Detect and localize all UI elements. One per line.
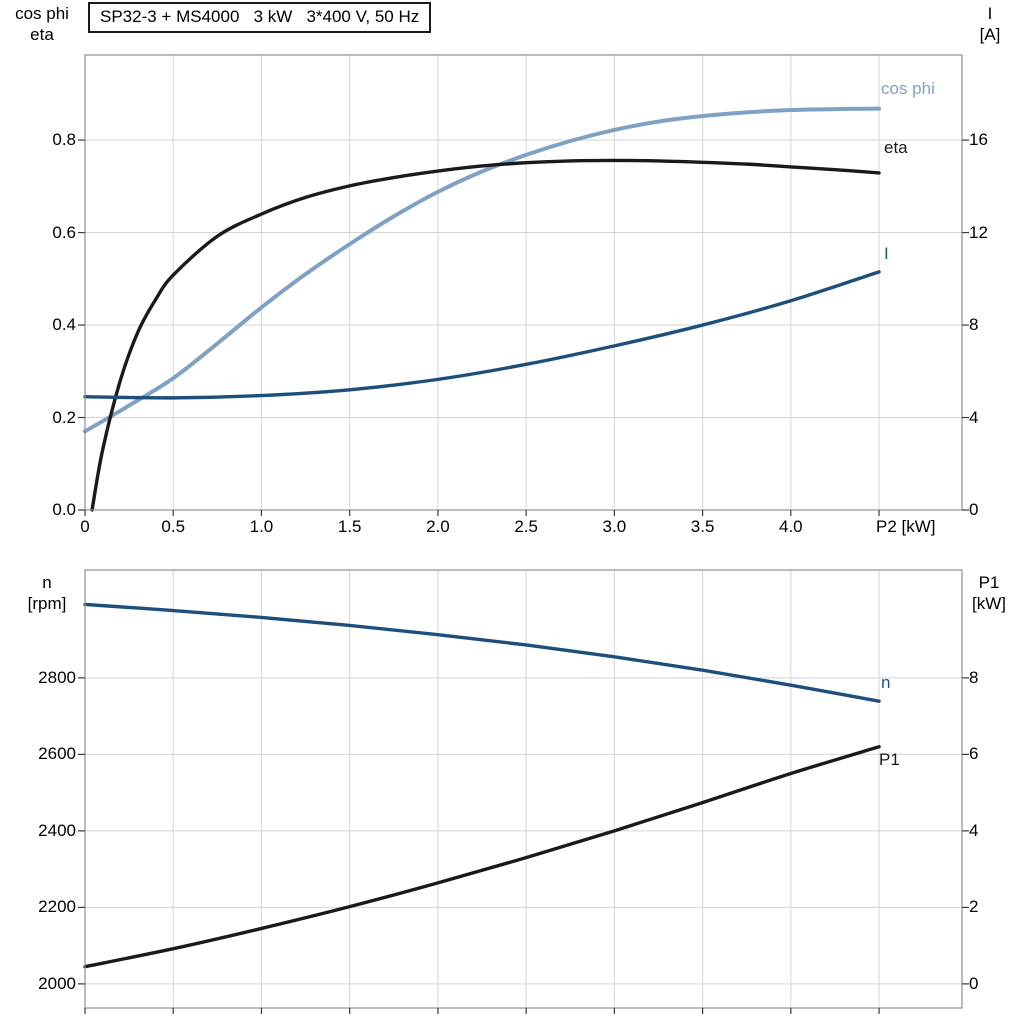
tick-label: 1.5 xyxy=(337,517,362,536)
tick-label: 2 xyxy=(969,897,979,917)
right-axis-title-line1: I xyxy=(987,4,993,23)
left-axis-title-top-chart: cos phi eta xyxy=(2,3,82,45)
right-axis-title-line2: [kW] xyxy=(972,594,1006,613)
tick-label: 0.5 xyxy=(161,517,186,536)
curve-label-eta: eta xyxy=(884,138,908,157)
tick-label: 4.0 xyxy=(779,517,803,536)
curve-label-p1: P1 xyxy=(879,750,900,769)
x-axis-label-p2: P2 [kW] xyxy=(876,517,936,536)
tick-label: 2000 xyxy=(38,973,76,993)
curve-label-cos-phi: cos phi xyxy=(881,79,935,98)
left-axis-title-line1: cos phi xyxy=(15,4,69,23)
tick-label: 0.2 xyxy=(52,407,76,427)
tick-label: 0 xyxy=(80,517,90,536)
tick-label: 0 xyxy=(969,500,979,519)
tick-label: 1.0 xyxy=(249,517,274,536)
tick-label: 2.5 xyxy=(514,517,538,536)
tick-label: 2800 xyxy=(38,667,76,687)
tick-label: 2200 xyxy=(38,897,76,917)
tick-label: 2400 xyxy=(38,820,76,840)
tick-label: 0.6 xyxy=(52,222,76,242)
tick-label: 2600 xyxy=(38,744,76,764)
tick-label: 0.4 xyxy=(52,315,76,335)
chart-title-box: SP32-3 + MS4000 3 kW 3*400 V, 50 Hz xyxy=(88,2,432,33)
right-axis-title-line1: P1 xyxy=(978,573,1000,592)
tick-label: 6 xyxy=(969,744,979,764)
curve-label-current: I xyxy=(884,244,889,263)
left-axis-title-bottom-chart: n [rpm] xyxy=(10,572,84,614)
tick-label: 16 xyxy=(969,130,988,150)
tick-label: 0 xyxy=(969,973,979,993)
tick-label: 12 xyxy=(969,222,988,242)
right-axis-title-line2: [A] xyxy=(979,25,1001,44)
left-axis-title-line2: [rpm] xyxy=(27,594,67,613)
tick-label: 0.0 xyxy=(52,500,76,519)
tick-label: 4 xyxy=(969,407,979,427)
tick-label: 4 xyxy=(969,820,979,840)
tick-label: 0.8 xyxy=(52,130,76,150)
curve-label-speed: n xyxy=(881,673,891,692)
tick-label: 8 xyxy=(969,315,979,335)
left-axis-title-line1: n xyxy=(42,573,52,592)
tick-label: 3.5 xyxy=(690,517,715,536)
tick-label: 3.0 xyxy=(602,517,627,536)
right-axis-title-top-chart: I [A] xyxy=(962,3,1018,45)
tick-label: 2.0 xyxy=(426,517,450,536)
left-axis-title-line2: eta xyxy=(30,25,54,44)
right-axis-title-bottom-chart: P1 [kW] xyxy=(960,572,1018,614)
tick-label: 8 xyxy=(969,667,979,687)
